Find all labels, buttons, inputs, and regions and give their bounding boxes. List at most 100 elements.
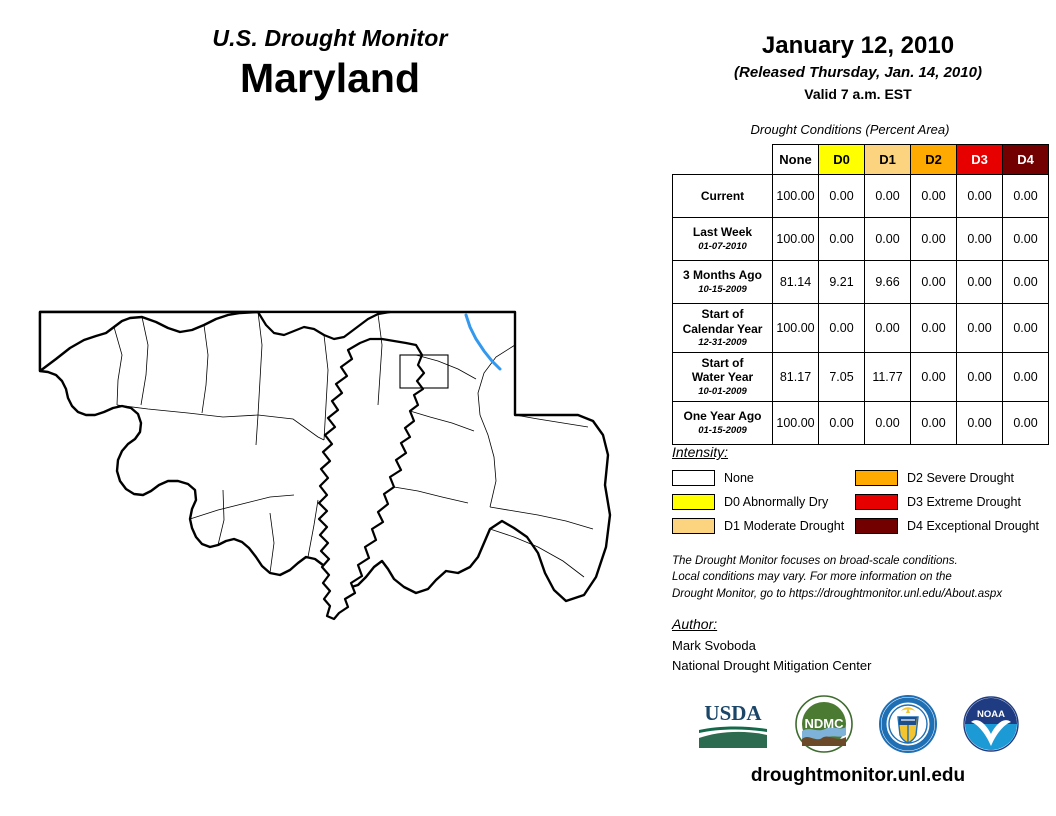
table-row: One Year Ago 01-15-2009 100.00 0.00 0.00… (672, 400, 1049, 445)
note-line-3: Drought Monitor, go to https://droughtmo… (672, 587, 1003, 600)
legend-column-right: D2 Severe Drought D3 Extreme Drought D4 … (855, 466, 1039, 538)
legend-label: D0 Abnormally Dry (724, 495, 829, 509)
cell-none: 100.00 (772, 400, 819, 445)
maryland-drought-map[interactable] (18, 285, 648, 645)
legend-heading: Intensity: (672, 444, 729, 460)
note-line-1: The Drought Monitor focuses on broad-sca… (672, 555, 958, 567)
info-panel: January 12, 2010 (Released Thursday, Jan… (660, 0, 1056, 816)
cell-d4: 0.00 (1002, 260, 1049, 304)
row-label-last-week: Last Week 01-07-2010 (672, 217, 773, 261)
cell-d2: 0.00 (910, 351, 957, 402)
baltimore-city-outline (399, 354, 449, 389)
row-label-date: 10-01-2009 (698, 386, 747, 398)
swatch-none-icon (672, 470, 715, 486)
legend-item-d3: D3 Extreme Drought (855, 490, 1039, 514)
cell-d3: 0.00 (956, 303, 1003, 353)
table-row: Current 100.00 0.00 0.00 0.00 0.00 0.00 (672, 174, 1049, 218)
col-header-d0: D0 (818, 144, 865, 175)
swatch-d3-icon (855, 494, 898, 510)
cell-d4: 0.00 (1002, 351, 1049, 402)
legend-label: D1 Moderate Drought (724, 519, 845, 533)
col-header-none: None (772, 144, 819, 175)
date-block: January 12, 2010 (Released Thursday, Jan… (660, 32, 1056, 102)
row-label-date: 01-07-2010 (698, 241, 747, 253)
cell-d0: 9.21 (818, 260, 865, 304)
valid-time: Valid 7 a.m. EST (804, 85, 912, 102)
table-row: 3 Months Ago 10-15-2009 81.14 9.21 9.66 … (672, 260, 1049, 304)
noaa-logo-text: NOAA (977, 709, 1005, 720)
author-block: Mark Svoboda National Drought Mitigation… (672, 636, 871, 676)
cell-d4: 0.00 (1002, 174, 1049, 218)
table-caption: Drought Conditions (Percent Area) (750, 122, 950, 137)
col-header-d3: D3 (956, 144, 1003, 175)
county-boundaries (113, 311, 594, 578)
cell-d0: 0.00 (818, 217, 865, 261)
cell-d2: 0.00 (910, 260, 957, 304)
cell-d1: 0.00 (864, 217, 911, 261)
col-header-d1: D1 (864, 144, 911, 175)
col-header-d4: D4 (1002, 144, 1049, 175)
table-row: Last Week 01-07-2010 100.00 0.00 0.00 0.… (672, 217, 1049, 261)
cell-d3: 0.00 (956, 400, 1003, 445)
legend-item-d4: D4 Exceptional Drought (855, 514, 1039, 538)
cell-none: 81.14 (772, 260, 819, 304)
row-label-date: 12-31-2009 (698, 337, 747, 349)
row-label-text: Start of Calendar Year (682, 307, 763, 336)
swatch-d0-icon (672, 494, 715, 510)
legend-item-d1: D1 Moderate Drought (672, 514, 844, 538)
row-label-current: Current (672, 174, 773, 218)
row-label-text: 3 Months Ago (683, 268, 762, 283)
state-name-title: Maryland (240, 55, 420, 102)
legend-column-left: None D0 Abnormally Dry D1 Moderate Droug… (672, 466, 844, 538)
released-date: (Released Thursday, Jan. 14, 2010) (734, 63, 982, 81)
row-label-text: Last Week (692, 225, 753, 240)
chesapeake-bay-coastline (317, 337, 426, 621)
row-label-text: Current (700, 188, 745, 203)
ndmc-logo[interactable]: NDMC (795, 695, 853, 753)
valid-date: January 12, 2010 (761, 32, 955, 59)
cell-d0: 7.05 (818, 351, 865, 402)
author-name: Mark Svoboda (672, 638, 756, 653)
cell-none: 100.00 (772, 303, 819, 353)
author-organization: National Drought Mitigation Center (672, 658, 872, 674)
cell-d4: 0.00 (1002, 217, 1049, 261)
cell-d0: 0.00 (818, 303, 865, 353)
commerce-seal-logo[interactable] (879, 695, 937, 753)
row-label-text: One Year Ago (683, 409, 762, 424)
logo-row: USDA NDMC (660, 688, 1056, 760)
swatch-d2-icon (855, 470, 898, 486)
disclaimer-note: The Drought Monitor focuses on broad-sca… (672, 553, 1056, 602)
row-label-start-of-water-year: Start of Water Year 10-01-2009 (672, 351, 773, 402)
noaa-logo[interactable]: NOAA (963, 696, 1019, 752)
cell-d4: 0.00 (1002, 303, 1049, 353)
cell-d3: 0.00 (956, 260, 1003, 304)
cell-d3: 0.00 (956, 217, 1003, 261)
table-row: Start of Water Year 10-01-2009 81.17 7.0… (672, 351, 1049, 402)
susquehanna-river (464, 313, 502, 371)
ndmc-logo-text: NDMC (805, 716, 845, 731)
swatch-d1-icon (672, 518, 715, 534)
swatch-d4-icon (855, 518, 898, 534)
cell-d3: 0.00 (956, 174, 1003, 218)
map-state-outline (38, 310, 612, 603)
cell-d2: 0.00 (910, 217, 957, 261)
row-label-text: Start of Water Year (691, 355, 754, 385)
map-panel: U.S. Drought Monitor Maryland (0, 25, 660, 645)
table-header-row: None D0 D1 D2 D3 D4 (673, 144, 1049, 175)
cell-d1: 11.77 (864, 351, 911, 402)
legend-label: D4 Exceptional Drought (907, 519, 1040, 533)
cell-d1: 0.00 (864, 174, 911, 218)
title-block: U.S. Drought Monitor Maryland (0, 25, 660, 102)
legend-label: D3 Extreme Drought (907, 495, 1021, 509)
cell-d1: 9.66 (864, 260, 911, 304)
cell-none: 100.00 (772, 174, 819, 218)
cell-d4: 0.00 (1002, 400, 1049, 445)
legend-item-none: None (672, 466, 844, 490)
page-title: U.S. Drought Monitor (212, 25, 448, 51)
usda-logo[interactable]: USDA (697, 698, 769, 750)
footer-url[interactable]: droughtmonitor.unl.edu (750, 765, 966, 786)
cell-d1: 0.00 (864, 303, 911, 353)
cell-d1: 0.00 (864, 400, 911, 445)
map-svg (38, 310, 612, 621)
table-corner-cell (673, 145, 773, 175)
